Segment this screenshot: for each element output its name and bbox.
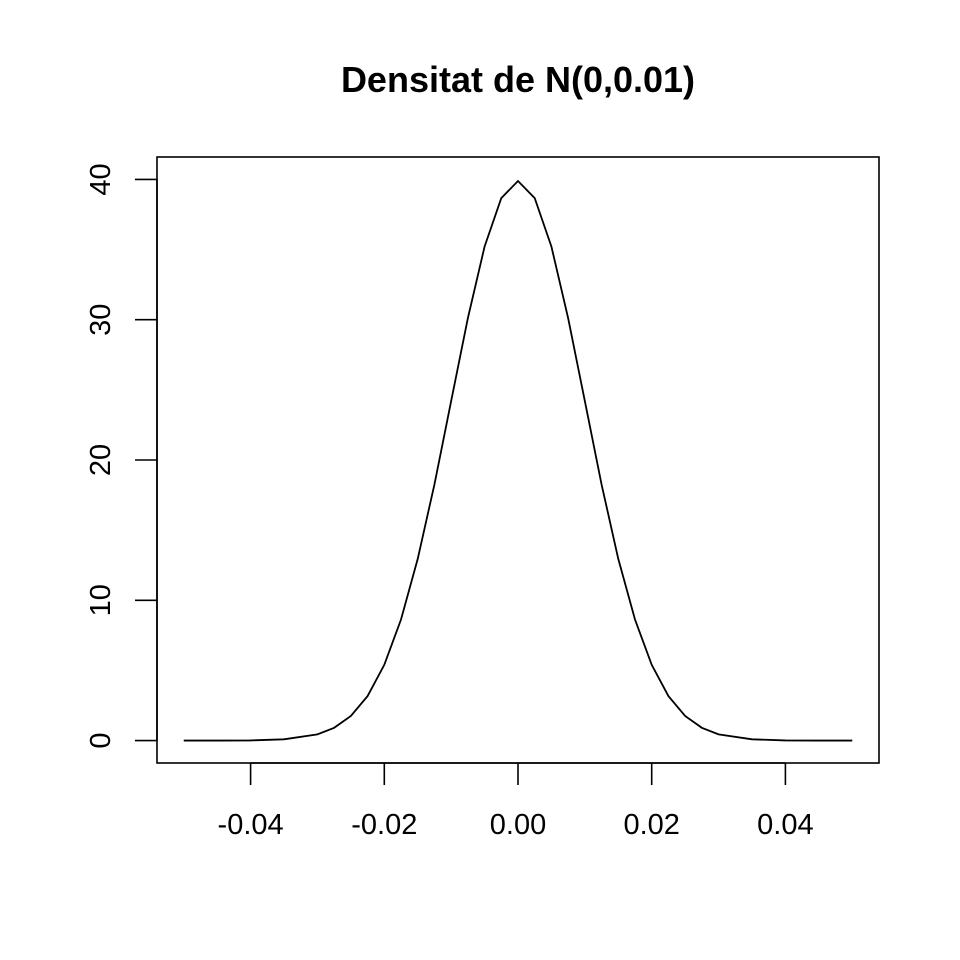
chart-title: Densitat de N(0,0.01) [341, 59, 695, 100]
x-axis: -0.04 -0.02 0.00 0.02 0.04 [218, 762, 814, 841]
x-tick-label: 0.04 [757, 809, 813, 841]
y-axis: 0 10 20 30 40 [85, 163, 158, 749]
x-tick-label: -0.04 [218, 809, 284, 841]
plot-frame [156, 156, 880, 764]
density-curve [183, 179, 853, 742]
x-tick-label: 0.00 [490, 809, 546, 841]
y-tick-label: 10 [85, 584, 117, 616]
y-tick-label: 40 [85, 163, 117, 195]
x-tick-label: 0.02 [623, 809, 679, 841]
y-tick-label: 0 [85, 732, 117, 748]
x-tick-label: -0.02 [351, 809, 417, 841]
y-tick-label: 30 [85, 304, 117, 336]
y-tick-label: 20 [85, 444, 117, 476]
